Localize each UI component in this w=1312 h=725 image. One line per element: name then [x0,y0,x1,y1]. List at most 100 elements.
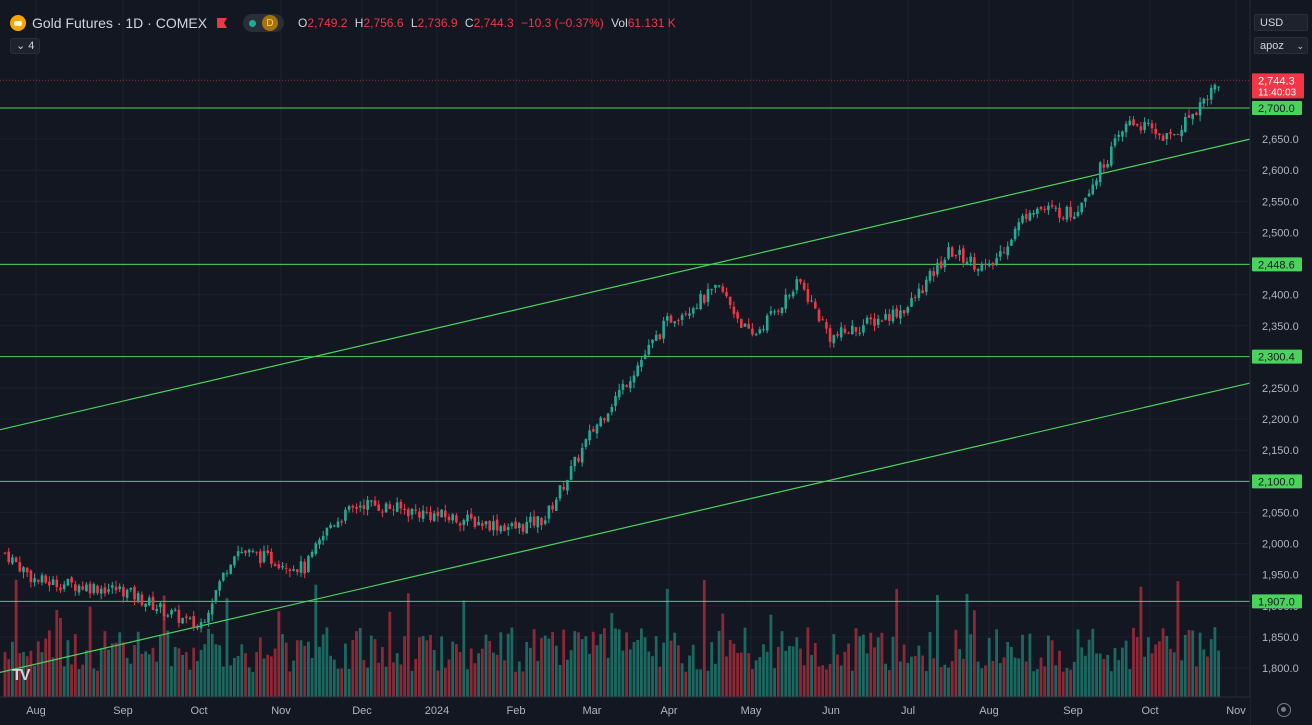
candle-body [847,332,850,334]
candle-body [466,514,469,522]
time-axis[interactable] [0,697,1250,725]
candle-body [173,609,177,611]
volume-bar [388,611,392,697]
volume-bar [499,632,503,697]
volume-bar [36,641,40,697]
volume-bar [610,612,614,697]
time-tick-label: Sep [113,705,133,717]
volume-bar [569,650,573,697]
candle-body [318,539,321,545]
ohlc-values: O2,749.2 H2,756.6 L2,736.9 C2,744.3 −10.… [298,16,676,30]
market-status-badge[interactable]: D [243,14,285,32]
volume-bar [1084,655,1087,697]
tradingview-logo-icon[interactable]: TV [12,667,31,684]
volume-bar [710,642,714,697]
volume-bar [643,637,647,697]
volume-bar [14,579,18,697]
candle-body [962,248,965,263]
candle-body [577,457,580,462]
candle-body [225,573,229,575]
time-tick-label: May [741,705,762,717]
scale-mode-select[interactable]: apoz ⌄ [1254,37,1308,54]
level-label: 1,907.0 [1258,596,1295,608]
candle-body [162,604,166,617]
volume-bar [7,659,11,697]
volume-bar [136,631,140,697]
candle-body [447,516,451,521]
candle-body [606,413,610,422]
candle-body [965,261,969,265]
indicators-toggle[interactable]: ⌄ 4 [10,38,41,54]
currency-select[interactable]: USD [1254,14,1308,31]
candle-body [1154,128,1157,134]
candle-body [247,549,251,553]
candle-body [732,306,736,315]
settings-gear-icon[interactable] [1277,703,1291,717]
candle-body [1117,134,1120,137]
volume-bar [1139,586,1143,697]
volume-bar [406,593,410,697]
candle-body [540,518,543,526]
candle-body [188,617,192,619]
candle-body [906,307,910,313]
candle-body [839,327,843,338]
candle-body [1139,126,1143,131]
candle-body [181,617,184,624]
volume-bar [458,652,462,697]
volume-bar [895,588,899,697]
volume-bar [51,657,55,697]
candle-body [436,511,440,517]
volume-bar [484,634,488,697]
volume-bar [432,650,436,697]
trendline [0,138,1251,431]
candle-body [170,610,173,615]
volume-bar [288,671,292,697]
symbol-title[interactable]: Gold Futures · 1D · COMEX [32,15,208,31]
volume-bar [462,600,466,697]
volume-bar [913,655,917,697]
volume-bar [573,631,577,697]
candle-body [1047,205,1050,211]
candle-body [810,300,813,302]
volume-bar [850,670,854,697]
horizontal-levels[interactable] [0,107,1250,602]
volume-bar [510,627,514,697]
volume-bar [414,658,418,697]
flag-icon[interactable] [217,18,228,28]
candle-body [66,578,70,586]
volume-bar [1169,648,1172,697]
price-tick-label: 2,200.0 [1262,414,1299,426]
candle-body [910,297,913,307]
candle-body [51,579,55,585]
candle-body [991,262,995,266]
volume-bar [695,669,699,697]
volume-bar [747,653,751,697]
volume-bar [591,631,595,697]
volume-bar [443,667,447,697]
volume-bar [399,664,403,697]
volume-bar [1069,669,1072,697]
candle-body [203,621,207,623]
candle-body [562,486,565,490]
volume-bar [277,611,281,697]
candle-body [976,269,980,272]
candle-body [129,587,133,590]
candle-body [780,307,784,314]
currency-label: USD [1260,17,1284,29]
volume-bar [754,660,758,697]
volume-bar [921,655,924,697]
candle-body [917,288,921,298]
candle-body [603,418,606,421]
candle-body [236,551,240,557]
candle-body [266,550,269,553]
candle-body [891,309,895,322]
candle-body [1161,135,1165,141]
candle-body [817,309,821,322]
volume-bar [1161,628,1165,697]
volume-bar [817,666,821,697]
candle-body [1017,222,1021,231]
candle-body [888,314,891,321]
volume-bar [843,651,847,697]
volume-bar [836,654,839,697]
